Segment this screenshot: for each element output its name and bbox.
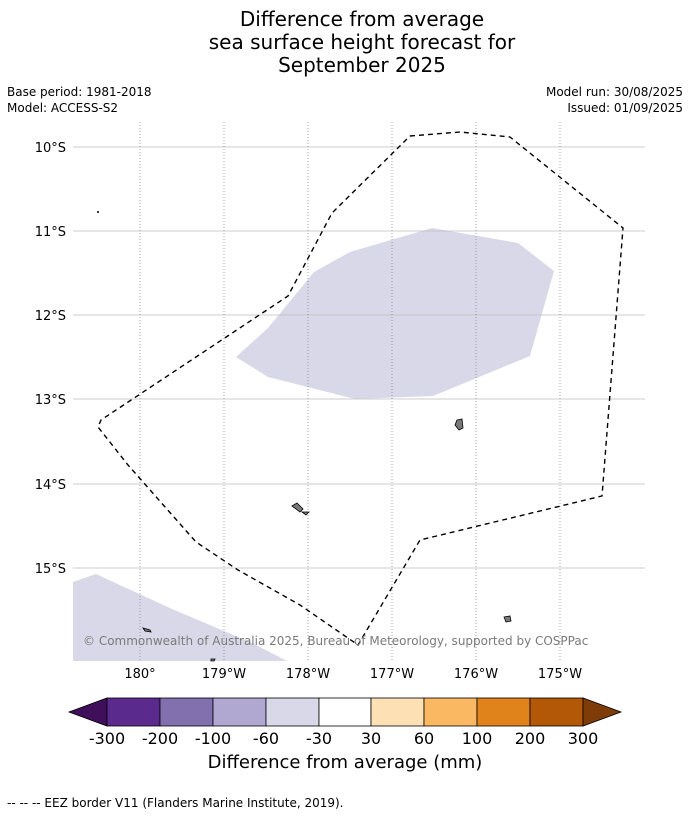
issued-date: Issued: 01/09/2025 [567,101,683,115]
colorbar-segment [265,697,320,727]
island-south [210,658,216,662]
title-line-2: sea surface height forecast for [208,30,516,54]
colorbar-title: Difference from average (mm) [207,752,483,773]
eez-border [97,131,624,647]
island-southwest [142,627,152,633]
model-name: Model: ACCESS-S2 [7,101,119,115]
island-central-small [300,511,310,516]
island-central [291,502,304,513]
lat-label: 10°S [35,141,66,156]
eez-footnote: -- -- -- EEZ border V11 (Flanders Marine… [7,796,344,810]
lat-labels: 10°S 11°S 12°S 13°S 14°S 15°S [35,141,66,577]
colorbar-tick: -300 [89,729,125,748]
colorbar-extend-high [582,697,623,727]
colorbar [67,697,623,727]
lon-label: 175°W [538,667,582,682]
anomaly-region-main [236,228,554,399]
islands [142,418,512,662]
map-title: Difference from average sea surface heig… [0,8,690,77]
anomaly-region-southwest [73,574,287,661]
colorbar-tick: 300 [568,729,599,748]
lon-label: 178°W [286,667,330,682]
lon-label: 179°W [202,667,246,682]
colorbar-tick: -60 [253,729,279,748]
colorbar-tick: 30 [361,729,381,748]
model-run: Model run: 30/08/2025 [545,85,683,99]
lat-label: 12°S [35,309,66,324]
colorbar-tick: 100 [462,729,493,748]
lat-gridlines [73,146,645,569]
lat-label: 15°S [35,562,66,577]
colorbar-segment [529,697,584,727]
colorbar-extend-low [67,697,108,727]
colorbar-tick: -100 [195,729,231,748]
lat-label: 14°S [35,478,66,493]
island-southeast [503,615,512,623]
colorbar-ticks: -300 -200 -100 -60 -30 30 60 100 200 300 [89,729,598,748]
meta-left: Base period: 1981-2018 Model: ACCESS-S2 [7,84,152,116]
colorbar-segment [318,697,372,727]
colorbar-tick: 200 [515,729,546,748]
lon-label: 177°W [370,667,414,682]
lon-labels: 180° 179°W 178°W 177°W 176°W 175°W [124,667,582,682]
lat-label: 11°S [35,225,66,240]
map-panel: © Commonwealth of Australia 2025, Bureau… [73,122,645,662]
lon-label: 180° [124,667,155,682]
colorbar-segment [476,697,531,727]
colorbar-tick: -30 [306,729,332,748]
lat-label: 13°S [35,393,66,408]
island-tiny [97,211,99,213]
island-north [454,418,464,431]
title-line-1: Difference from average [239,7,485,31]
colorbar-tick: 60 [414,729,434,748]
colorbar-segment [212,697,267,727]
meta-right: Model run: 30/08/2025 Issued: 01/09/2025 [546,84,683,116]
lon-label: 176°W [454,667,498,682]
colorbar-segment [370,697,425,727]
colorbar-segment [106,697,161,727]
base-period: Base period: 1981-2018 [7,85,152,99]
copyright-note: © Commonwealth of Australia 2025, Bureau… [83,634,588,648]
colorbar-segment [159,697,214,727]
colorbar-segment [423,697,478,727]
title-line-3: September 2025 [278,53,446,77]
colorbar-tick: -200 [142,729,178,748]
